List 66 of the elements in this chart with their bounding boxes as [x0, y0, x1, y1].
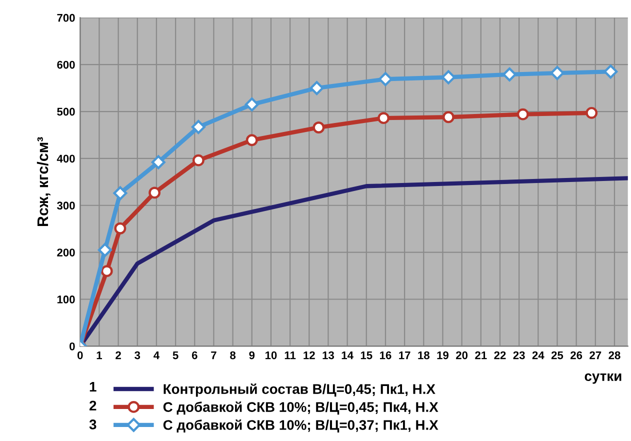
- point: [192, 154, 204, 166]
- y-tick-label: 700: [57, 14, 75, 22]
- x-tick-label: 28: [608, 351, 620, 360]
- point: [586, 106, 598, 119]
- point: [312, 121, 325, 134]
- point: [604, 64, 618, 79]
- x-tick-label: 21: [475, 351, 487, 360]
- y-tick-label: 0: [70, 342, 75, 350]
- text: 3: [89, 420, 96, 430]
- x-tick-label: 26: [570, 351, 582, 360]
- x-tick-label: 3: [134, 351, 140, 360]
- y-tick-label: 100: [57, 296, 75, 304]
- y-tick-label: 300: [56, 202, 75, 210]
- x-tick-label: 27: [590, 351, 602, 360]
- y-tick-label: 500: [57, 108, 75, 116]
- y-axis-title: Rсж, кгс/см³: [36, 137, 50, 226]
- x-tick-label: 13: [322, 351, 334, 360]
- point: [191, 120, 206, 134]
- x-tick-label: 24: [532, 351, 544, 360]
- point: [100, 265, 113, 278]
- point: [516, 108, 529, 120]
- y-tick-label: 400: [56, 154, 75, 163]
- point: [442, 111, 454, 124]
- x-tick-label: 7: [211, 351, 216, 360]
- point: [378, 72, 392, 86]
- x-axis-title: сутки: [584, 373, 622, 384]
- legend-label: С добавкой СКВ 10%; В/Ц=0,45; Пк4, Н.Х: [163, 401, 438, 415]
- point: [244, 97, 259, 112]
- x-tick-label: 10: [265, 351, 277, 360]
- point: [148, 186, 161, 199]
- x-tick-label: 0: [77, 351, 83, 360]
- x-tick-label: 23: [513, 351, 525, 360]
- point: [151, 155, 166, 170]
- legend-label: С добавкой СКВ 10%; В/Ц=0,37; Пк1, Н.Х: [163, 419, 438, 433]
- x-tick-label: 11: [284, 351, 296, 360]
- x-tick-label: 16: [380, 351, 392, 360]
- x-tick-label: 14: [342, 351, 354, 360]
- point: [550, 66, 564, 80]
- x-tick-label: 6: [192, 351, 198, 360]
- point: [98, 242, 112, 257]
- point: [441, 70, 456, 84]
- y-tick-label: 600: [57, 60, 75, 69]
- legend-label: Контрольный состав В/Ц=0,45; Пк1, Н.Х: [164, 384, 436, 397]
- point: [502, 67, 517, 82]
- point: [246, 134, 258, 146]
- x-tick-label: 1: [96, 351, 102, 360]
- x-tick-label: 12: [304, 351, 315, 360]
- x-tick-label: 9: [249, 351, 255, 360]
- x-tick-label: 22: [494, 351, 506, 360]
- x-tick-label: 4: [154, 351, 160, 360]
- x-tick-label: 15: [360, 351, 372, 360]
- x-tick-label: 8: [230, 351, 236, 360]
- point: [310, 81, 324, 96]
- text: 2: [90, 400, 96, 410]
- point: [113, 186, 128, 200]
- point: [114, 222, 126, 234]
- x-tick-label: 17: [399, 351, 410, 360]
- x-tick-label: 25: [551, 351, 564, 360]
- x-tick-label: 18: [418, 351, 430, 360]
- x-tick-label: 5: [172, 351, 178, 360]
- x-tick-label: 20: [456, 351, 468, 360]
- x-tick-label: 19: [437, 351, 448, 360]
- point: [378, 112, 390, 124]
- text: 1: [90, 382, 96, 392]
- y-tick-label: 200: [57, 248, 75, 256]
- x-tick-label: 2: [116, 351, 121, 360]
